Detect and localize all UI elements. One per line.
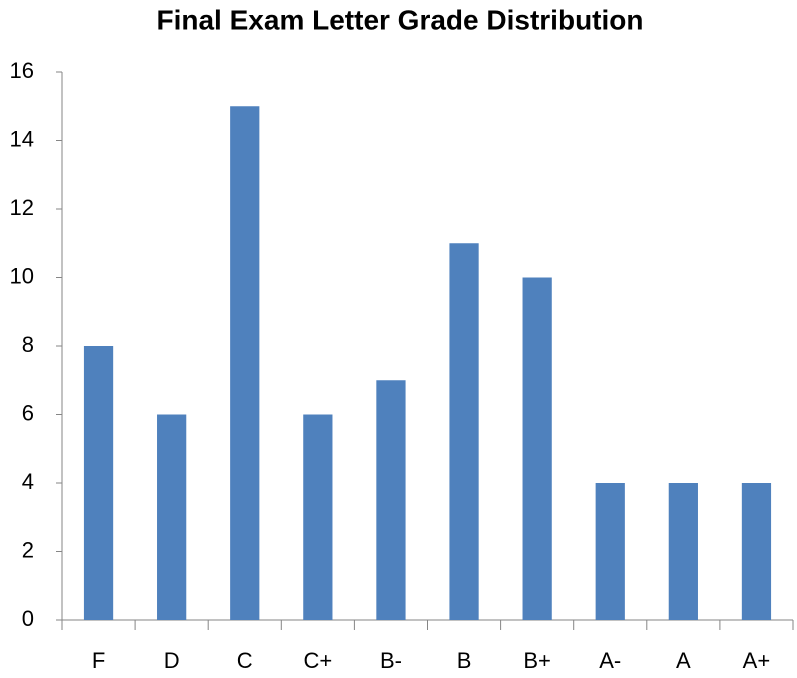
y-tick-label: 14	[10, 126, 34, 151]
x-tick-label: C	[237, 648, 253, 673]
x-tick-label: F	[92, 648, 105, 673]
y-tick-label: 2	[22, 537, 34, 562]
bar	[595, 483, 625, 620]
x-tick-label: B-	[380, 648, 402, 673]
bar	[83, 346, 114, 620]
y-tick-label: 4	[22, 469, 34, 494]
y-tick-label: 10	[10, 263, 34, 288]
x-tick-label: B	[457, 648, 472, 673]
bar	[668, 483, 698, 620]
bar	[376, 380, 406, 620]
y-tick-label: 12	[10, 195, 34, 220]
x-tick-label: C+	[303, 648, 332, 673]
y-tick-label: 6	[22, 400, 34, 425]
bar	[303, 414, 333, 620]
x-tick-label: A+	[743, 648, 771, 673]
x-tick-label: A	[676, 648, 691, 673]
x-tick-label: D	[164, 648, 180, 673]
y-tick-label: 8	[22, 332, 34, 357]
bar	[522, 277, 552, 620]
chart-title: Final Exam Letter Grade Distribution	[157, 4, 644, 35]
x-tick-label: B+	[523, 648, 551, 673]
bar	[230, 106, 260, 620]
y-tick-label: 0	[22, 606, 34, 631]
bar	[157, 414, 187, 620]
y-tick-label: 16	[10, 58, 34, 83]
x-tick-label: A-	[599, 648, 621, 673]
bar	[741, 483, 772, 620]
bar	[449, 243, 479, 620]
